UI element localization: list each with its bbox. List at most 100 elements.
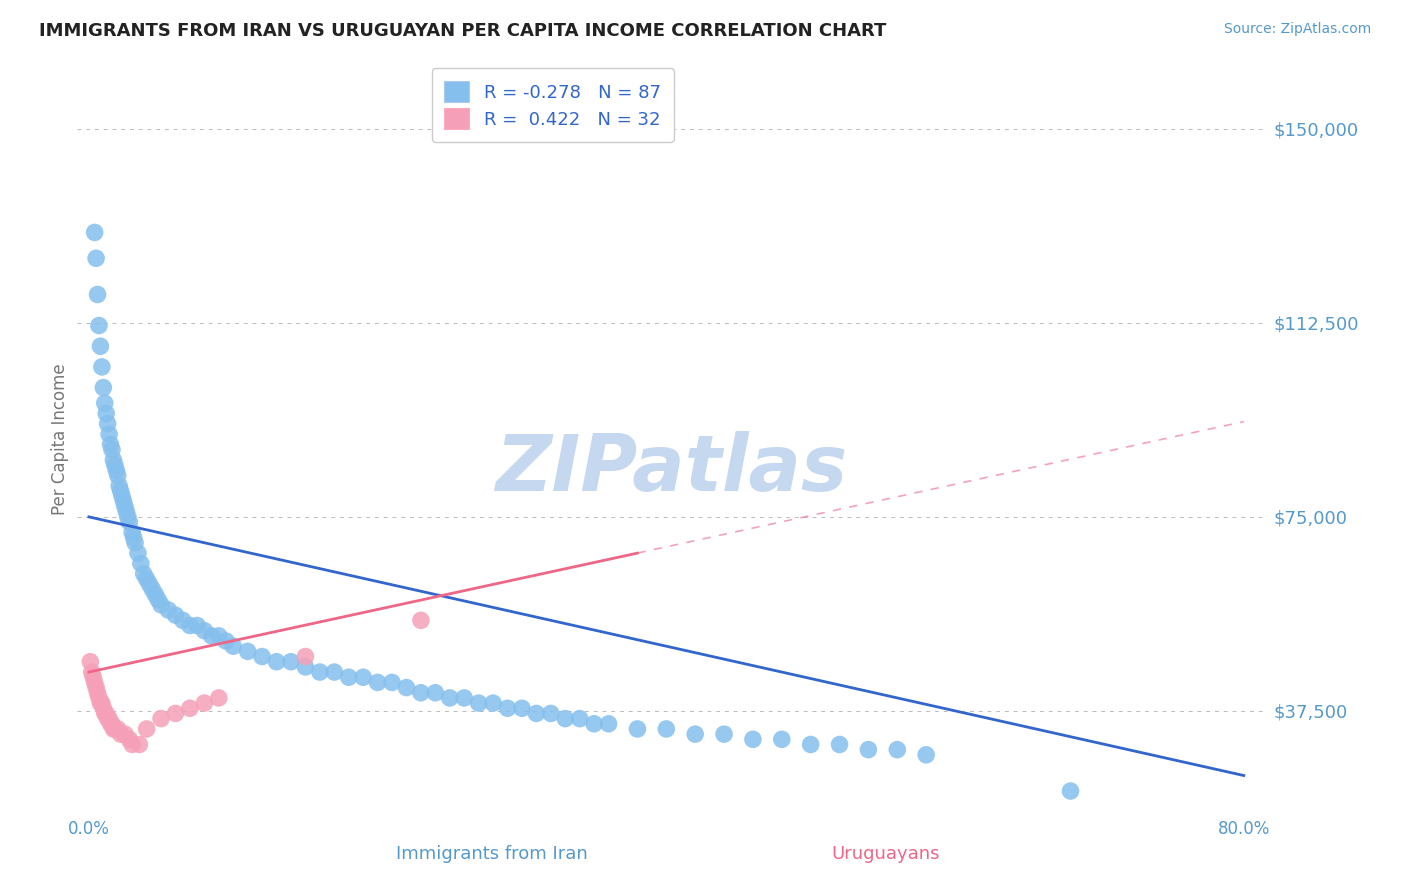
- Point: [82, 670, 104, 684]
- Point: [540, 706, 562, 721]
- Point: [101, 716, 124, 731]
- Point: [200, 629, 222, 643]
- Point: [179, 618, 201, 632]
- Point: [150, 712, 173, 726]
- Point: [143, 587, 166, 601]
- Point: [858, 742, 880, 756]
- Point: [112, 494, 135, 508]
- Point: [236, 644, 259, 658]
- Point: [91, 381, 114, 395]
- Point: [90, 696, 112, 710]
- Point: [179, 701, 201, 715]
- Point: [208, 629, 231, 643]
- Point: [439, 690, 461, 705]
- Point: [409, 613, 432, 627]
- Point: [915, 747, 938, 762]
- Point: [89, 696, 111, 710]
- Point: [367, 675, 389, 690]
- Point: [742, 732, 765, 747]
- Point: [554, 712, 576, 726]
- Point: [110, 727, 132, 741]
- Point: [770, 732, 793, 747]
- Point: [165, 706, 187, 721]
- Legend: R = -0.278   N = 87, R =  0.422   N = 32: R = -0.278 N = 87, R = 0.422 N = 32: [432, 69, 673, 142]
- Text: Uruguayans: Uruguayans: [831, 846, 941, 863]
- Point: [215, 634, 238, 648]
- Point: [86, 287, 108, 301]
- Point: [105, 463, 128, 477]
- Point: [193, 696, 215, 710]
- Point: [103, 453, 125, 467]
- Point: [127, 546, 149, 560]
- Point: [598, 716, 620, 731]
- Point: [800, 738, 823, 752]
- Point: [323, 665, 346, 679]
- Point: [104, 458, 127, 472]
- Point: [150, 598, 173, 612]
- Point: [294, 649, 316, 664]
- Point: [280, 655, 302, 669]
- Point: [87, 690, 110, 705]
- Point: [97, 712, 120, 726]
- Point: [98, 712, 121, 726]
- Point: [626, 722, 648, 736]
- Point: [110, 483, 132, 498]
- Point: [124, 535, 146, 549]
- Point: [208, 690, 231, 705]
- Text: ZIPatlas: ZIPatlas: [495, 431, 848, 508]
- Point: [308, 665, 330, 679]
- Point: [132, 566, 155, 581]
- Point: [122, 531, 145, 545]
- Point: [294, 660, 316, 674]
- Point: [165, 608, 187, 623]
- Point: [655, 722, 678, 736]
- Point: [886, 742, 908, 756]
- Point: [337, 670, 360, 684]
- Point: [103, 722, 125, 736]
- Point: [121, 738, 143, 752]
- Point: [482, 696, 505, 710]
- Point: [117, 509, 139, 524]
- Point: [97, 417, 120, 431]
- Point: [510, 701, 533, 715]
- Point: [193, 624, 215, 638]
- Point: [141, 582, 163, 597]
- Point: [583, 716, 606, 731]
- Point: [138, 577, 160, 591]
- Point: [467, 696, 489, 710]
- Y-axis label: Per Capita Income: Per Capita Income: [51, 364, 69, 515]
- Point: [90, 359, 112, 374]
- Point: [129, 557, 152, 571]
- Point: [172, 613, 194, 627]
- Point: [266, 655, 288, 669]
- Point: [453, 690, 475, 705]
- Point: [118, 515, 141, 529]
- Point: [79, 655, 101, 669]
- Point: [713, 727, 735, 741]
- Point: [96, 407, 118, 421]
- Point: [94, 706, 117, 721]
- Point: [381, 675, 404, 690]
- Point: [96, 706, 118, 721]
- Point: [496, 701, 519, 715]
- Point: [86, 686, 108, 700]
- Point: [114, 727, 136, 741]
- Point: [121, 525, 143, 540]
- Point: [87, 318, 110, 333]
- Point: [118, 732, 141, 747]
- Text: Immigrants from Iran: Immigrants from Iran: [396, 846, 588, 863]
- Point: [111, 489, 134, 503]
- Point: [115, 505, 138, 519]
- Text: Source: ZipAtlas.com: Source: ZipAtlas.com: [1223, 22, 1371, 37]
- Point: [128, 738, 150, 752]
- Point: [89, 339, 111, 353]
- Point: [100, 437, 122, 451]
- Point: [828, 738, 851, 752]
- Point: [135, 722, 157, 736]
- Point: [186, 618, 208, 632]
- Point: [425, 686, 447, 700]
- Point: [352, 670, 374, 684]
- Point: [107, 722, 129, 736]
- Point: [80, 665, 103, 679]
- Point: [146, 592, 169, 607]
